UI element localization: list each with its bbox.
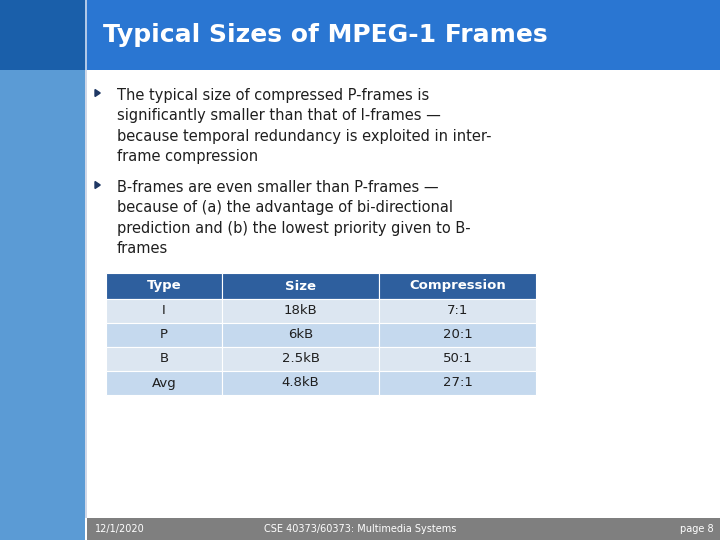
Text: 2.5kB: 2.5kB: [282, 353, 320, 366]
Bar: [222, 273, 379, 299]
Bar: [379, 371, 536, 395]
Bar: [379, 273, 536, 299]
Bar: [0, 0, 85, 540]
Bar: [85, 518, 87, 540]
Text: CSE 40373/60373: Multimedia Systems: CSE 40373/60373: Multimedia Systems: [264, 524, 456, 534]
Text: 27:1: 27:1: [443, 376, 472, 389]
Text: 50:1: 50:1: [443, 353, 472, 366]
Bar: [106, 273, 222, 299]
Text: Type: Type: [147, 280, 181, 293]
Bar: [222, 299, 379, 323]
Text: 7:1: 7:1: [447, 305, 468, 318]
Bar: [106, 299, 222, 323]
Bar: [85, 70, 87, 518]
Text: B-frames are even smaller than P-frames —
because of (a) the advantage of bi-dir: B-frames are even smaller than P-frames …: [117, 180, 471, 256]
Text: 20:1: 20:1: [443, 328, 472, 341]
Bar: [0, 518, 85, 540]
Bar: [379, 299, 536, 323]
Polygon shape: [95, 90, 100, 97]
Bar: [0, 0, 85, 70]
Text: 18kB: 18kB: [284, 305, 318, 318]
Text: page 8: page 8: [680, 524, 714, 534]
Bar: [222, 323, 379, 347]
Text: P: P: [160, 328, 168, 341]
Bar: [379, 347, 536, 371]
Bar: [106, 323, 222, 347]
Bar: [106, 347, 222, 371]
Text: 12/1/2020: 12/1/2020: [95, 524, 145, 534]
Text: Compression: Compression: [409, 280, 506, 293]
Bar: [222, 371, 379, 395]
Bar: [0, 518, 720, 540]
Text: I: I: [162, 305, 166, 318]
Text: 4.8kB: 4.8kB: [282, 376, 320, 389]
Text: Typical Sizes of MPEG-1 Frames: Typical Sizes of MPEG-1 Frames: [103, 23, 548, 47]
Bar: [106, 371, 222, 395]
Bar: [0, 0, 720, 70]
Text: The typical size of compressed P-frames is
significantly smaller than that of I-: The typical size of compressed P-frames …: [117, 88, 492, 164]
Text: Avg: Avg: [152, 376, 176, 389]
Text: Size: Size: [285, 280, 316, 293]
Bar: [379, 323, 536, 347]
Text: 6kB: 6kB: [288, 328, 313, 341]
Text: B: B: [160, 353, 168, 366]
Bar: [222, 347, 379, 371]
Polygon shape: [95, 181, 100, 188]
Bar: [85, 0, 87, 70]
